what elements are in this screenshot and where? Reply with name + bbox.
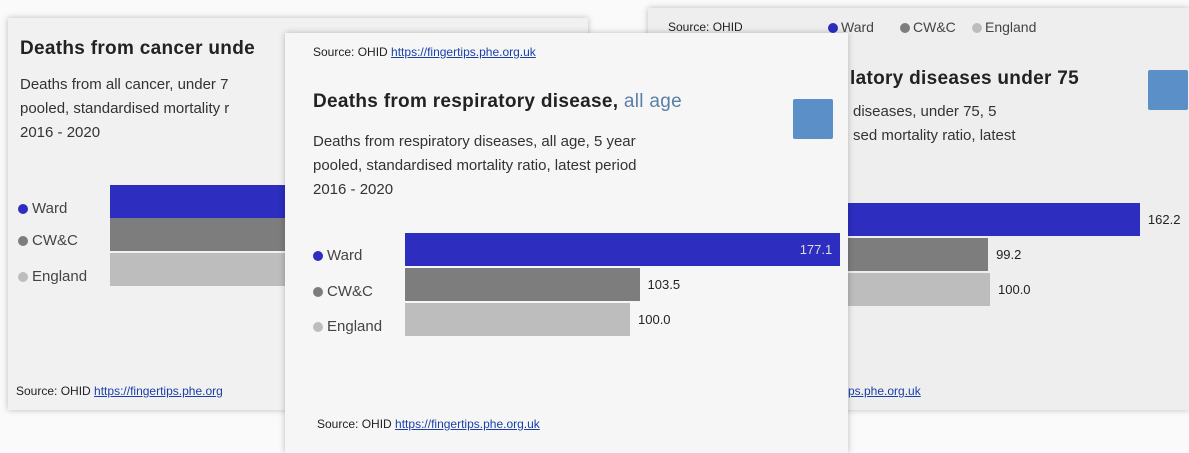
legend-label: CW&C	[327, 283, 373, 300]
chart-title: Deaths from cancer unde	[20, 38, 255, 60]
subtitle-line: sed mortality ratio, latest	[853, 127, 1016, 144]
source-link[interactable]: https://fingertips.phe.org	[94, 384, 223, 398]
bar	[405, 303, 630, 336]
legend-label: Ward	[841, 19, 874, 35]
source-text: Source: OHID	[313, 45, 388, 59]
legend-label: Ward	[32, 200, 68, 217]
subtitle-line: 2016 - 2020	[313, 181, 394, 198]
subtitle-line: Deaths from all cancer, under 7	[20, 76, 229, 93]
bar	[405, 268, 640, 301]
source-link[interactable]: https://fingertips.phe.org.uk	[391, 45, 536, 59]
source-text: Source: OHID	[317, 417, 392, 431]
subtitle-line: pooled, standardised mortality r	[20, 100, 230, 117]
source-bottom: ps.phe.org.uk	[848, 384, 921, 398]
legend-dot	[18, 272, 28, 282]
title-suffix: all age	[623, 91, 682, 112]
source-top: Source: OHID https://fingertips.phe.org.…	[313, 45, 536, 59]
chart-title: Deaths from respiratory disease, all age	[313, 91, 682, 113]
source-link[interactable]: https://fingertips.phe.org.uk	[395, 417, 540, 431]
chart-title: latory diseases under 75	[850, 68, 1079, 90]
source-text: Source: OHID	[668, 20, 743, 34]
legend-dot	[900, 23, 910, 33]
legend-dot	[313, 287, 323, 297]
legend-label: CW&C	[913, 19, 956, 35]
legend-dot	[972, 23, 982, 33]
source-top: Source: OHID	[668, 20, 743, 34]
subtitle-line: pooled, standardised mortality ratio, la…	[313, 157, 637, 174]
value-label: 162.2	[1147, 212, 1181, 227]
subtitle-line: Deaths from respiratory diseases, all ag…	[313, 133, 636, 150]
zoom-icon[interactable]	[793, 99, 833, 139]
value-label: 100.0	[998, 282, 1031, 297]
source-link[interactable]: ps.phe.org.uk	[848, 384, 921, 398]
bar	[798, 203, 1140, 236]
subtitle-line: 2016 - 2020	[20, 124, 101, 141]
legend-dot	[18, 204, 28, 214]
bar	[405, 233, 840, 266]
chart-card: Source: OHID https://fingertips.phe.org.…	[285, 33, 848, 453]
title-text: Deaths from respiratory disease,	[313, 91, 619, 112]
legend-dot	[828, 23, 838, 33]
legend-label: England	[985, 19, 1037, 35]
value-label: 100.0	[638, 312, 671, 327]
legend-label: England	[327, 318, 383, 335]
value-label: 99.2	[996, 247, 1022, 262]
legend-label: England	[32, 268, 88, 285]
legend-label: Ward	[327, 247, 363, 264]
legend-dot	[313, 322, 323, 332]
title-text: latory diseases under 75	[850, 68, 1079, 89]
title-text: Deaths from cancer unde	[20, 38, 255, 59]
legend-dot	[18, 236, 28, 246]
source-text: Source: OHID	[16, 384, 91, 398]
legend-dot	[313, 251, 323, 261]
source-bottom: Source: OHID https://fingertips.phe.org	[16, 384, 223, 398]
value-label: 103.5	[647, 277, 681, 292]
source-bottom: Source: OHID https://fingertips.phe.org.…	[317, 417, 540, 431]
value-label: 177.1	[799, 242, 833, 257]
subtitle-line: diseases, under 75, 5	[853, 103, 997, 120]
zoom-icon[interactable]	[1148, 70, 1188, 110]
legend-label: CW&C	[32, 232, 78, 249]
